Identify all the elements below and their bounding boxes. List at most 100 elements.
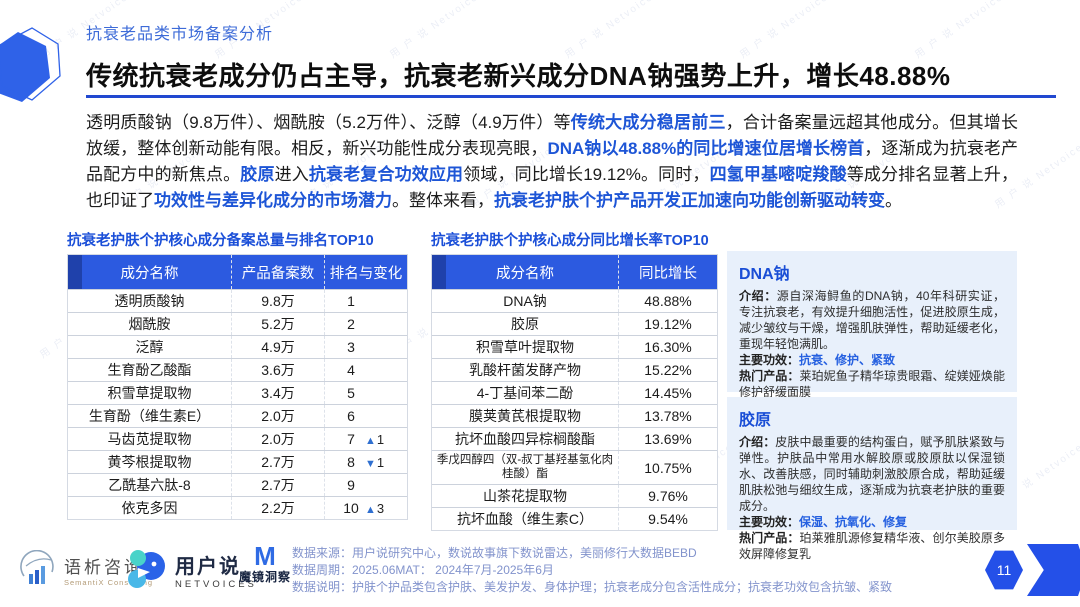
left-table-title: 抗衰老护肤个护核心成分备案总量与排名TOP10 (67, 233, 374, 249)
card-products: 热门产品：莱珀妮鱼子精华琼贵眼霜、绽媄娅焕能修护舒缓面膜 (739, 368, 1005, 400)
table-row: 胶原 19.12% (432, 312, 717, 335)
column-header: 同比增长 (618, 255, 717, 289)
netvoices-logo: 用户说 NETVOICES (124, 546, 257, 594)
table-row: 透明质酸钠 9.8万 1 (68, 289, 407, 312)
ingredient-card-dna: DNA钠介绍：源自深海鲟鱼的DNA钠，40年科研实证，专注抗衰老，有效提升细胞活… (727, 251, 1017, 399)
card-effects-value: 保湿、抗氧化、修复 (799, 515, 908, 529)
table-row: 抗坏血酸四异棕榈酸酯 13.69% (432, 427, 717, 450)
table-row: 生育酚（维生素E） 2.0万 6 (68, 404, 407, 427)
rank-value: 5 (347, 385, 355, 401)
rank-value: 2 (347, 316, 355, 332)
intro-text: 透明质酸钠（9.8万件）、烟酰胺（5.2万件）、泛醇（4.9万件）等 (86, 113, 571, 132)
growth-rate: 16.30% (618, 336, 717, 358)
rank-cell: 3 (324, 336, 407, 358)
ingredient-name: 膜荚黄芪根提取物 (469, 408, 581, 424)
growth-table: 成分名称 同比增长 DNA钠 48.88% 胶原 19.12% 积雪草叶提取物 16.30%… (431, 254, 718, 531)
table-row: 依克多因 2.2万 10 ▲3 (68, 496, 407, 519)
intro-highlight: 传统大成分稳居前三 (570, 113, 726, 132)
intro-paragraph: 透明质酸钠（9.8万件）、烟酰胺（5.2万件）、泛醇（4.9万件）等传统大成分稳… (86, 110, 1018, 214)
rank-cell: 10 ▲3 (324, 497, 407, 519)
card-effects-value: 抗衰、修护、紧致 (799, 353, 896, 367)
footer: 语析咨询 SemantiX Consulting 用户说 NETVOICES M… (0, 536, 1080, 607)
yuxi-logo-icon (20, 550, 54, 584)
table-row: 黄芩根提取物 2.7万 8 ▼1 (68, 450, 407, 473)
rank-cell: 4 (324, 359, 407, 381)
next-page-arrow-icon[interactable] (1027, 544, 1080, 596)
ingredient-name: 胶原 (511, 316, 539, 332)
rank-change-value: 3 (376, 500, 385, 516)
rank-cell: 7 ▲1 (324, 428, 407, 450)
table-row: 季戊四醇四（双-叔丁基羟基氢化肉桂酸）酯 10.75% (432, 450, 717, 484)
netvoices-logo-subtitle: NETVOICES (175, 579, 257, 590)
page-number-badge: 11 (985, 550, 1023, 590)
table-row: 乳酸杆菌发酵产物 15.22% (432, 358, 717, 381)
ingredient-name: 依克多因 (121, 500, 178, 516)
registration-count: 2.0万 (231, 428, 324, 450)
card-intro: 介绍：皮肤中最重要的结构蛋白，赋予肌肤紧致与弹性。护肤品中常用水解胶原或胶原肽以… (739, 434, 1005, 514)
card-title: DNA钠 (739, 266, 790, 283)
rank-value: 6 (347, 408, 355, 424)
watermark-text: 用 户 说 Netvoices (563, 0, 662, 61)
growth-rate: 14.45% (618, 382, 717, 404)
column-header: 排名与变化 (324, 255, 407, 289)
yuxi-logo-name: 语析咨询 (64, 558, 144, 577)
table-row: 马齿苋提取物 2.0万 7 ▲1 (68, 427, 407, 450)
growth-rate: 19.12% (618, 313, 717, 335)
footer-note-line: 数据说明：护肤个护品类包含护肤、美发护发、身体护理；抗衰老成分包含活性成分；抗衰… (292, 580, 893, 594)
watermark-text: 用 户 说 Netvoices (738, 0, 837, 61)
netvoices-logo-icon (128, 550, 165, 588)
footer-notes: 数据来源：用户说研究中心，数说故事旗下数说雷达，美丽修行大数据BEBD 数据周期：… (292, 545, 892, 596)
footer-note-line: 数据周期：2025.06MAT： 2024年7月-2025年6月 (292, 563, 554, 577)
table-row: 山茶花提取物 9.76% (432, 484, 717, 507)
ingredient-name: 黄芩根提取物 (107, 454, 192, 470)
intro-text: 。 (885, 191, 902, 210)
rank-cell: 5 (324, 382, 407, 404)
card-intro-label: 介绍： (739, 289, 777, 303)
rank-value: 1 (347, 293, 355, 309)
ranking-table-header: 成分名称 产品备案数 排名与变化 (68, 255, 407, 289)
table-row: 抗坏血酸（维生素C） 9.54% (432, 507, 717, 530)
right-table-title: 抗衰老护肤个护核心成分同比增长率TOP10 (431, 233, 709, 249)
rank-cell: 1 (324, 290, 407, 312)
ingredient-name: 积雪草叶提取物 (476, 339, 574, 355)
growth-rate: 48.88% (618, 290, 717, 312)
card-products-label: 热门产品： (739, 369, 800, 383)
card-intro: 介绍：源自深海鲟鱼的DNA钠，40年科研实证，专注抗衰老，有效提升细胞活性，促进… (739, 288, 1005, 352)
column-header: 产品备案数 (231, 255, 324, 289)
watermark-text: 用 户 说 Netvoices (388, 0, 487, 61)
rank-value: 4 (347, 362, 355, 378)
ingredient-name: 抗坏血酸（维生素C） (456, 511, 594, 527)
registration-count: 2.7万 (231, 474, 324, 496)
hexagon-decoration (0, 27, 61, 102)
rank-change: ▲1 (365, 432, 395, 447)
rank-change: ▲3 (365, 501, 395, 516)
intro-highlight: DNA钠以48.88%的同比增速位居增长榜首 (547, 139, 865, 158)
intro-highlight: 胶原 (240, 165, 275, 184)
rank-change: ▼1 (365, 455, 395, 470)
table-row: 生育酚乙酸酯 3.6万 4 (68, 358, 407, 381)
ingredient-name: 生育酚乙酸酯 (107, 362, 192, 378)
card-products: 热门产品：珀莱雅肌源修复精华液、创尔美胶原多效屏障修复乳 (739, 530, 1005, 562)
intro-text: 。整体来看， (392, 191, 494, 210)
registration-count: 3.4万 (231, 382, 324, 404)
rank-cell: 8 ▼1 (324, 451, 407, 473)
registration-count: 2.0万 (231, 405, 324, 427)
card-products-label: 热门产品： (739, 531, 800, 545)
ingredient-name: 泛醇 (135, 339, 164, 355)
card-products-value: 莱珀妮鱼子精华琼贵眼霜、绽媄娅焕能修护舒缓面膜 (739, 369, 1005, 399)
rank-change-value: 1 (376, 454, 385, 470)
rank-cell: 6 (324, 405, 407, 427)
card-intro-text: 皮肤中最重要的结构蛋白，赋予肌肤紧致与弹性。护肤品中常用水解胶原或胶原肽以保湿锁… (739, 435, 1005, 513)
growth-rate: 10.75% (618, 451, 717, 484)
rank-value: 8 (347, 454, 355, 470)
intro-text: 等成分排名显著上升，也印证了 (86, 165, 1019, 210)
rank-value: 9 (347, 477, 355, 493)
page-title: 传统抗衰老成分仍占主导，抗衰老新兴成分DNA钠强势上升，增长48.88% (86, 61, 951, 91)
card-intro-label: 介绍： (739, 435, 776, 449)
table-row: 乙酰基六肽-8 2.7万 9 (68, 473, 407, 496)
rank-up-icon: ▲ (365, 434, 376, 447)
registration-count: 3.6万 (231, 359, 324, 381)
rank-value: 10 (343, 500, 359, 516)
column-header: 成分名称 (120, 265, 179, 282)
ingredient-name: 烟酰胺 (128, 316, 171, 332)
